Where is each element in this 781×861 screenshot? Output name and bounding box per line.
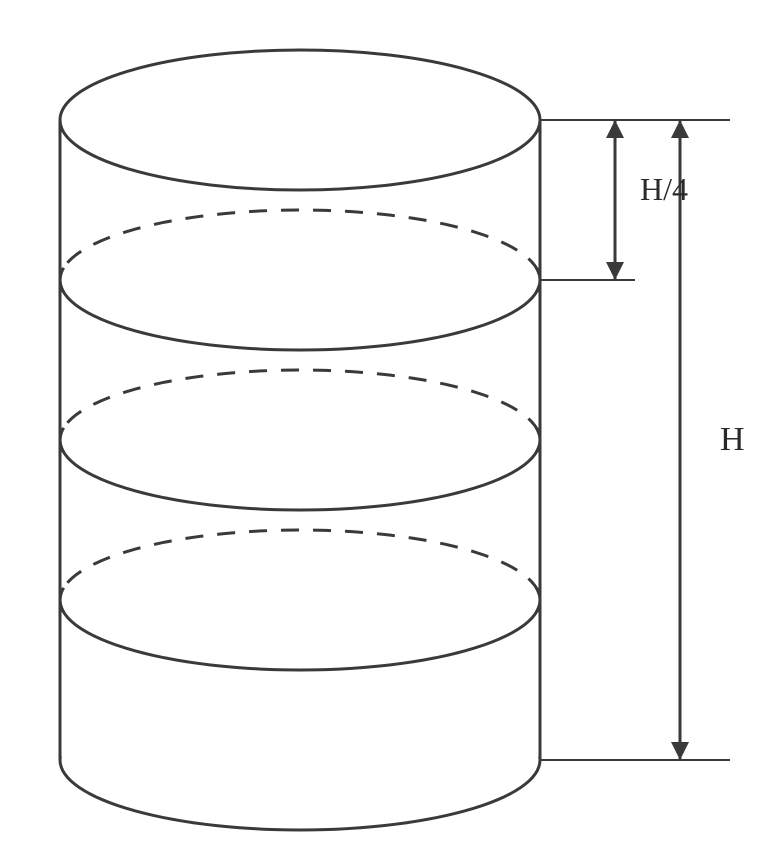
label-h: H (720, 421, 745, 458)
background (0, 0, 781, 861)
label-h-quarter: H/4 (640, 171, 688, 207)
